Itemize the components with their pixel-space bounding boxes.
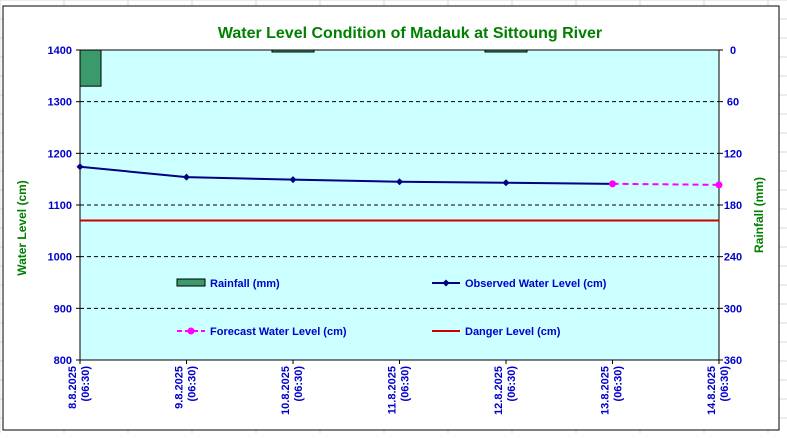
x-tick-label: 13.8.2025 <box>600 366 612 415</box>
right-tick-label: 60 <box>727 97 739 109</box>
observed-point <box>183 173 190 181</box>
series-lines <box>76 163 723 222</box>
forecast-point <box>609 180 616 188</box>
x-tick-sublabel: (06:30) <box>613 366 625 402</box>
right-tick-label: 240 <box>724 252 742 264</box>
x-tick-sublabel: (06:30) <box>506 366 518 402</box>
legend-danger-label: Danger Level (cm) <box>465 326 561 338</box>
observed-point <box>76 163 84 171</box>
x-tick-label: 14.8.2025 <box>706 366 718 415</box>
x-tick-sublabel: (06:30) <box>80 366 92 402</box>
right-tick-label: 120 <box>724 148 742 160</box>
x-tick-label: 9.8.2025 <box>174 366 186 409</box>
y2-axis-label: Rainfall (mm) <box>752 177 766 253</box>
x-tick-sublabel: (06:30) <box>187 366 199 402</box>
rainfall-bar <box>79 49 102 87</box>
rainfall-bar <box>484 49 528 53</box>
tick-labels: 800 900 1000 1100 1200 1300 1400 0 60 120 180 240 30… <box>48 45 743 415</box>
left-tick-label: 1100 <box>48 200 72 212</box>
legend-rainfall-swatch <box>176 278 206 287</box>
left-tick-label: 800 <box>54 355 72 367</box>
y-axis-label: Water Level (cm) <box>15 180 29 276</box>
x-tick-label: 10.8.2025 <box>280 366 292 415</box>
observed-point <box>502 179 510 187</box>
observed-point <box>289 176 297 184</box>
left-tick-label: 900 <box>54 303 72 315</box>
x-tick-label: 11.8.2025 <box>387 366 399 414</box>
forecast-water-level-line <box>612 182 720 186</box>
legend-rainfall-label: Rainfall (mm) <box>210 278 280 290</box>
x-tick-label: 8.8.2025 <box>67 366 79 409</box>
x-tick-label: 12.8.2025 <box>493 366 505 415</box>
right-tick-label: 300 <box>724 303 742 315</box>
x-tick-sublabel: (06:30) <box>719 366 731 402</box>
chart-title: Water Level Condition of Madauk at Sitto… <box>218 25 602 42</box>
observed-point <box>396 178 403 186</box>
x-tick-sublabel: (06:30) <box>400 366 412 402</box>
plot-area <box>79 49 720 361</box>
left-tick-label: 1200 <box>48 148 72 160</box>
legend-forecast-label: Forecast Water Level (cm) <box>210 326 347 338</box>
forecast-point <box>715 181 723 189</box>
legend: Rainfall (mm) Observed Water Level (cm) Fo… <box>176 278 607 338</box>
rainfall-bars <box>79 49 528 87</box>
axes <box>76 49 723 364</box>
legend-observed-label: Observed Water Level (cm) <box>465 278 607 290</box>
observed-water-level-line <box>79 165 613 185</box>
gridlines <box>80 101 719 309</box>
left-tick-label: 1000 <box>48 252 72 264</box>
right-tick-label: 360 <box>724 355 742 367</box>
legend-observed-marker <box>442 279 450 287</box>
left-tick-label: 1300 <box>48 97 72 109</box>
right-tick-label: 0 <box>730 45 736 57</box>
legend-forecast-marker <box>187 327 195 335</box>
right-tick-label: 180 <box>724 200 742 212</box>
rainfall-bar <box>271 49 315 53</box>
left-tick-label: 1400 <box>48 45 72 57</box>
x-tick-sublabel: (06:30) <box>293 366 305 402</box>
